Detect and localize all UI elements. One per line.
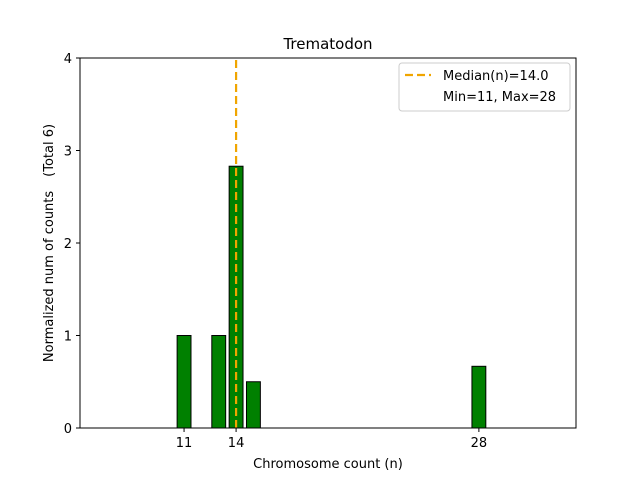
bar-15 bbox=[245, 381, 261, 429]
legend-range-label: Min=11, Max=28 bbox=[443, 90, 556, 105]
y-axis-label: Normalized num of counts (Total 6) bbox=[42, 124, 57, 362]
legend-box bbox=[398, 62, 571, 112]
x-tick-label-11: 11 bbox=[176, 436, 193, 451]
plot-frame bbox=[79, 57, 577, 429]
bar-13 bbox=[211, 335, 227, 429]
bar-28 bbox=[471, 365, 487, 429]
y-axis-ticks: 0 1 2 3 4 bbox=[64, 52, 80, 437]
bars-layer bbox=[176, 165, 487, 429]
x-tick-label-14: 14 bbox=[228, 436, 245, 451]
y-axis-label-main: Normalized num of counts bbox=[42, 191, 57, 362]
bar-11 bbox=[176, 335, 192, 429]
y-tick-label-4: 4 bbox=[64, 52, 72, 67]
y-tick-label-2: 2 bbox=[64, 237, 72, 252]
chart-title: Trematodon bbox=[282, 35, 372, 53]
x-tick-label-28: 28 bbox=[471, 436, 488, 451]
legend: Median(n)=14.0 Min=11, Max=28 bbox=[398, 62, 571, 112]
y-tick-label-1: 1 bbox=[64, 330, 72, 345]
legend-median-label: Median(n)=14.0 bbox=[443, 69, 549, 84]
x-axis-ticks: 11 14 28 bbox=[176, 428, 487, 451]
y-axis-label-total: (Total 6) bbox=[42, 124, 57, 177]
y-tick-label-3: 3 bbox=[64, 145, 72, 160]
y-tick-label-0: 0 bbox=[64, 422, 72, 437]
x-axis-label: Chromosome count (n) bbox=[253, 457, 403, 472]
